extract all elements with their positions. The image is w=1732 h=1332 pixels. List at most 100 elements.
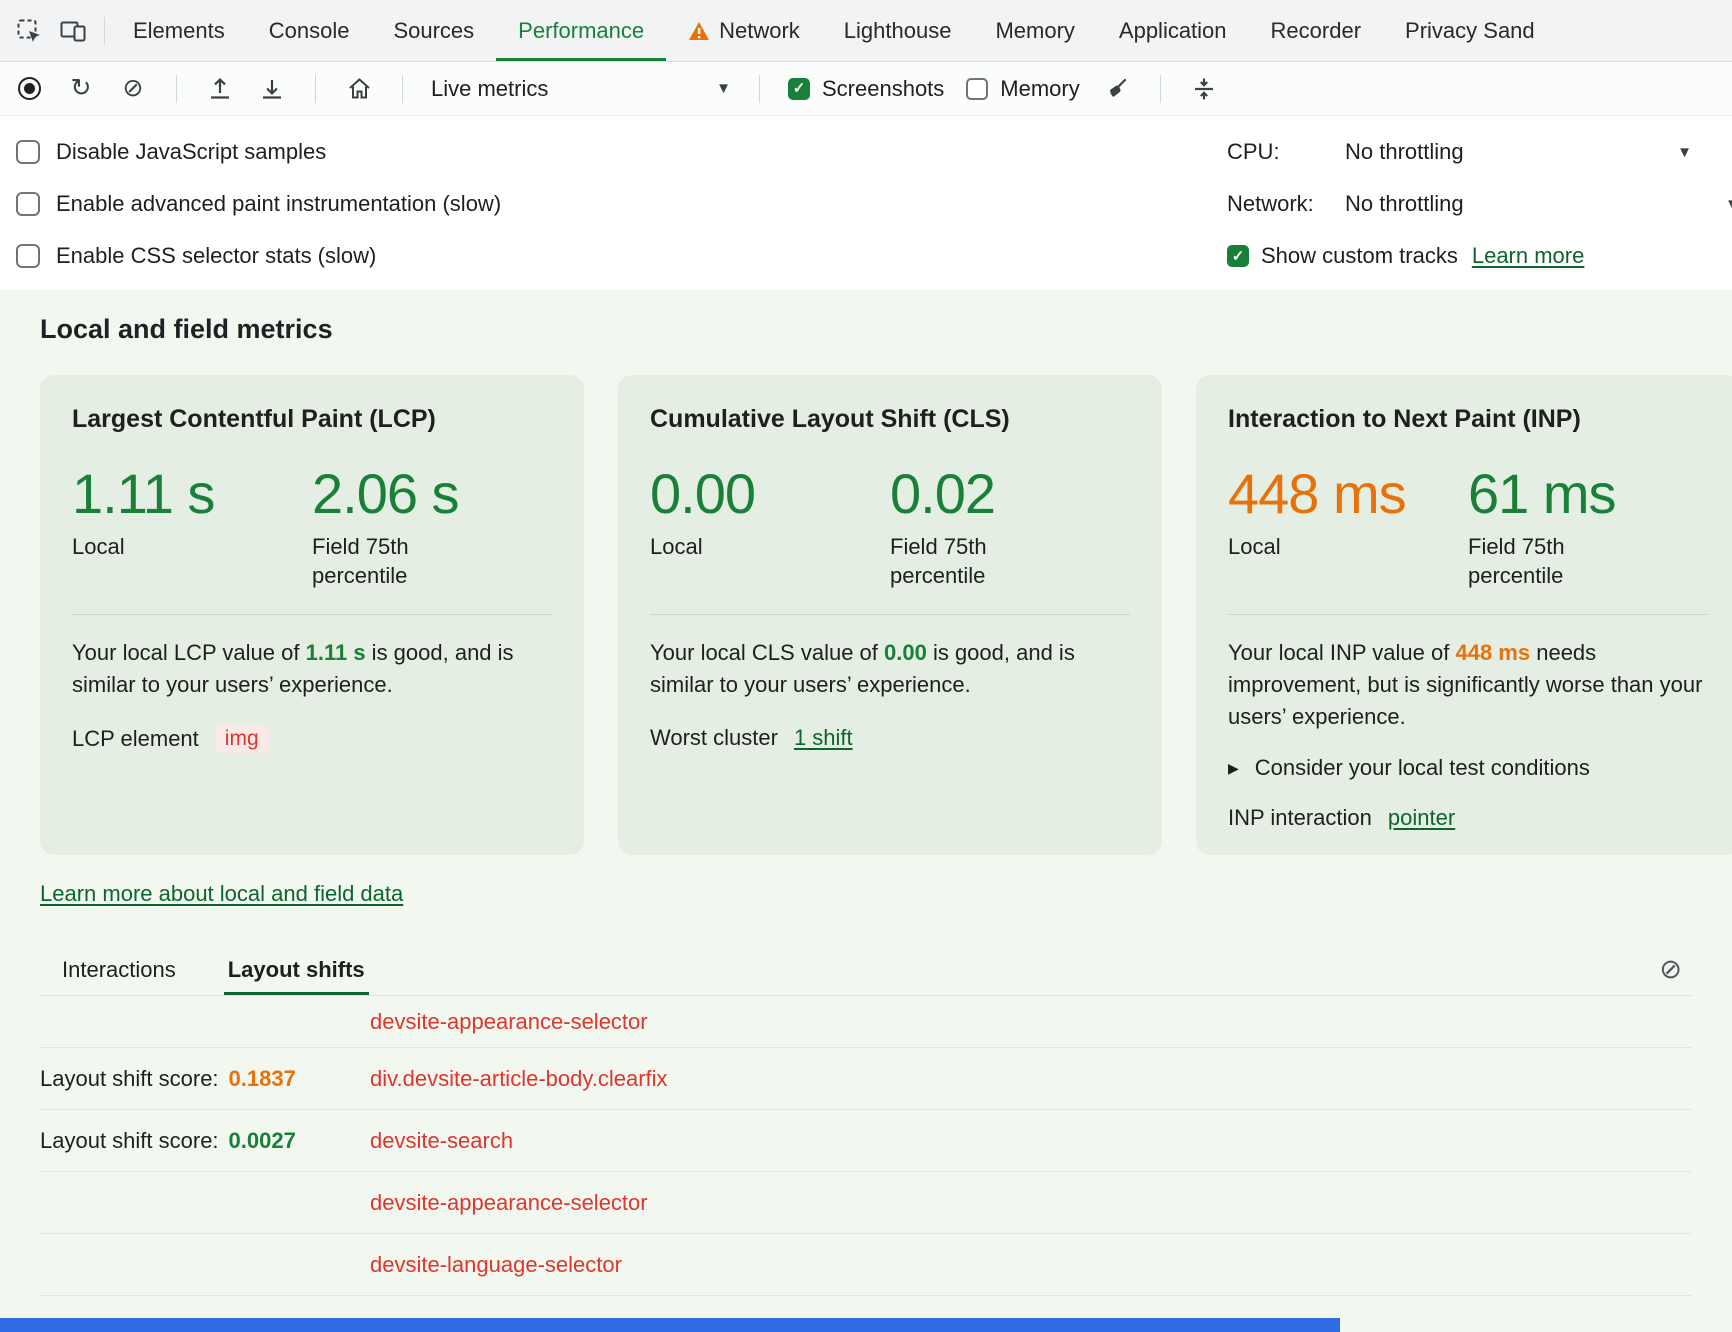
- field-data-learn-more-link[interactable]: Learn more about local and field data: [40, 881, 404, 906]
- memory-label: Memory: [1000, 75, 1080, 101]
- live-metrics-home-button[interactable]: [344, 72, 374, 106]
- layout-shift-row: devsite-appearance-selector: [40, 996, 1692, 1048]
- cls-description: Your local CLS value of 0.00 is good, an…: [650, 640, 1075, 697]
- checkbox-unchecked-icon: [16, 192, 40, 216]
- separator: [315, 74, 316, 103]
- tab-privacy-sandbox[interactable]: Privacy Sand: [1383, 0, 1557, 61]
- record-and-reload-button[interactable]: ↻: [70, 74, 92, 102]
- layout-shift-score-label: Layout shift score:: [40, 1127, 219, 1153]
- field-label: Field 75th percentile: [1468, 534, 1565, 588]
- divider: [1228, 614, 1708, 615]
- tab-console[interactable]: Console: [247, 0, 372, 61]
- cpu-label: CPU:: [1227, 139, 1280, 164]
- tab-network[interactable]: Network: [666, 0, 822, 61]
- layout-shift-row: devsite-appearance-selector: [40, 1172, 1692, 1234]
- memory-checkbox[interactable]: Memory: [966, 75, 1080, 102]
- disable-js-samples-label: Disable JavaScript samples: [56, 139, 327, 164]
- checkbox-unchecked-icon: [16, 140, 40, 164]
- custom-tracks-learn-more-link[interactable]: Learn more: [1471, 243, 1585, 268]
- inp-local-value: 448 ms: [1228, 462, 1407, 525]
- save-profile-button[interactable]: [257, 72, 287, 106]
- tab-memory[interactable]: Memory: [973, 0, 1096, 61]
- advanced-paint-checkbox[interactable]: Enable advanced paint instrumentation (s…: [16, 178, 501, 230]
- cls-field-value: 0.02: [890, 462, 996, 525]
- collect-garbage-icon[interactable]: [1102, 72, 1132, 106]
- performance-toolbar: ↻ ⊘ Live metrics ▼ Screenshots Memory: [0, 62, 1732, 116]
- node-link[interactable]: devsite-search: [370, 1127, 514, 1153]
- network-label: Network:: [1227, 191, 1314, 216]
- node-link[interactable]: devsite-language-selector: [370, 1251, 622, 1277]
- tab-label: Elements: [133, 17, 225, 43]
- lcp-element-node-badge[interactable]: img: [214, 725, 269, 753]
- cpu-throttling-select[interactable]: CPU: No throttling ▼: [1227, 126, 1732, 178]
- device-toolbar-icon[interactable]: [58, 14, 88, 48]
- record-button[interactable]: [14, 72, 44, 106]
- clear-log-icon[interactable]: ⊘: [1659, 953, 1682, 984]
- tab-recorder[interactable]: Recorder: [1249, 0, 1383, 61]
- checkbox-unchecked-icon: [966, 77, 989, 100]
- chevron-down-icon: ▼: [716, 80, 731, 97]
- cls-card: Cumulative Layout Shift (CLS) 0.00 Local…: [618, 375, 1162, 855]
- lcp-local-value: 1.11 s: [72, 462, 215, 525]
- page-title: Local and field metrics: [40, 314, 333, 344]
- node-link[interactable]: devsite-appearance-selector: [370, 1189, 648, 1215]
- local-label: Local: [72, 534, 125, 559]
- tab-label: Performance: [518, 17, 645, 43]
- live-metrics-log: Interactions Layout shifts ⊘ devsite-app…: [40, 949, 1692, 1332]
- network-value: No throttling: [1345, 191, 1464, 216]
- warning-icon: [688, 21, 710, 41]
- clear-button[interactable]: ⊘: [122, 74, 144, 102]
- cls-local-value: 0.00: [650, 462, 756, 525]
- field-label: Field 75th percentile: [890, 534, 987, 588]
- tab-sources[interactable]: Sources: [371, 0, 496, 61]
- collapse-tracks-icon[interactable]: [1189, 72, 1219, 106]
- css-selector-stats-checkbox[interactable]: Enable CSS selector stats (slow): [16, 230, 501, 282]
- tab-performance[interactable]: Performance: [496, 0, 666, 61]
- checkbox-checked-icon: [788, 77, 810, 100]
- tab-label: Privacy Sand: [1405, 17, 1535, 43]
- chevron-down-icon: ▼: [1725, 196, 1732, 213]
- view-mode-value: Live metrics: [431, 75, 549, 101]
- disable-js-samples-checkbox[interactable]: Disable JavaScript samples: [16, 126, 501, 178]
- disclosure-triangle-icon: ▶: [1228, 759, 1239, 776]
- layout-shift-score-value: 0.1837: [228, 1065, 296, 1091]
- lcp-card-title: Largest Contentful Paint (LCP): [72, 405, 436, 433]
- tab-application[interactable]: Application: [1097, 0, 1249, 61]
- tab-elements[interactable]: Elements: [111, 0, 247, 61]
- network-throttling-select[interactable]: Network: No throttling ▼: [1227, 178, 1732, 230]
- tab-label: Memory: [995, 17, 1075, 43]
- field-label: Field 75th percentile: [312, 534, 409, 588]
- node-link[interactable]: devsite-appearance-selector: [370, 1008, 648, 1034]
- local-label: Local: [650, 534, 703, 559]
- tab-layout-shifts[interactable]: Layout shifts: [224, 949, 369, 995]
- load-profile-button[interactable]: [205, 72, 235, 106]
- show-custom-tracks-checkbox[interactable]: Show custom tracks: [1227, 243, 1458, 269]
- screenshots-checkbox[interactable]: Screenshots: [788, 76, 944, 102]
- tab-label: Lighthouse: [843, 17, 952, 43]
- view-mode-select[interactable]: Live metrics ▼: [431, 76, 731, 102]
- separator: [402, 74, 403, 103]
- lcp-field-value: 2.06 s: [312, 462, 460, 525]
- local-label: Local: [1228, 534, 1281, 559]
- tab-interactions[interactable]: Interactions: [62, 957, 176, 982]
- divider: [650, 614, 1130, 615]
- tab-lighthouse[interactable]: Lighthouse: [822, 0, 974, 61]
- checkbox-checked-icon: [1227, 245, 1249, 267]
- checkbox-unchecked-icon: [16, 244, 40, 268]
- lcp-card: Largest Contentful Paint (LCP) 1.11 s Lo…: [40, 375, 584, 855]
- inp-description: Your local INP value of 448 ms needs imp…: [1228, 640, 1703, 729]
- show-custom-tracks-label: Show custom tracks: [1261, 243, 1458, 268]
- chevron-down-icon: ▼: [1677, 143, 1692, 161]
- inspect-element-icon[interactable]: [14, 14, 44, 48]
- node-link[interactable]: div.devsite-article-body.clearfix: [370, 1065, 668, 1091]
- tab-label: Console: [268, 17, 350, 43]
- tab-label: Sources: [393, 17, 475, 43]
- separator: [1159, 74, 1161, 103]
- layout-shift-row: devsite-language-selector: [40, 1234, 1692, 1296]
- layout-shift-row: Layout shift score: 0.0027 devsite-searc…: [40, 1110, 1692, 1172]
- inp-interaction-link[interactable]: pointer: [1387, 805, 1456, 830]
- worst-cluster-link[interactable]: 1 shift: [793, 725, 853, 750]
- local-test-conditions-expander[interactable]: ▶ Consider your local test conditions: [1228, 755, 1708, 781]
- tab-label: Application: [1118, 17, 1227, 43]
- cls-card-title: Cumulative Layout Shift (CLS): [650, 405, 1010, 433]
